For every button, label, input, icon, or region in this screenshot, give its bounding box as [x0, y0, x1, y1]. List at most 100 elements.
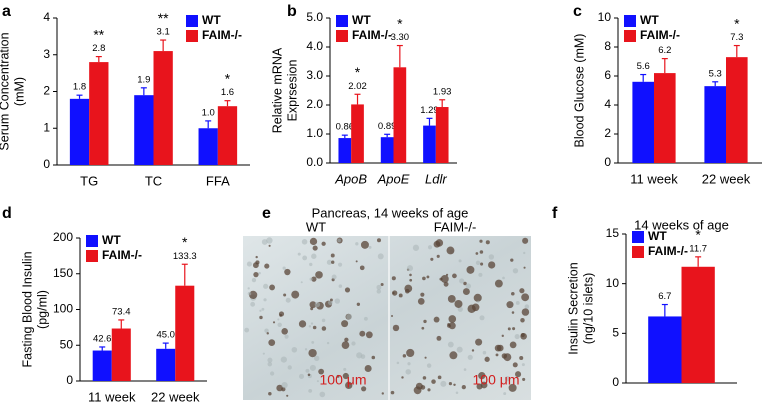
legend-label: WT	[202, 13, 221, 27]
value-label: 3.1	[157, 27, 170, 38]
y-tick-label: 0	[66, 373, 73, 387]
cell	[310, 322, 314, 325]
cell	[246, 261, 252, 267]
cell	[503, 353, 512, 362]
cell	[311, 253, 317, 259]
cell	[496, 344, 504, 352]
cell	[268, 392, 272, 396]
cell	[475, 260, 481, 266]
cell	[261, 239, 268, 245]
right-label: FAIM-/-	[434, 219, 477, 234]
legend-swatch	[86, 235, 98, 247]
cell	[269, 371, 275, 376]
panel-label: a	[2, 3, 11, 20]
cell	[314, 355, 320, 362]
cell	[509, 341, 517, 349]
cell	[471, 303, 480, 312]
bar	[156, 348, 176, 381]
cell	[515, 301, 520, 305]
cell	[495, 353, 499, 357]
cell	[321, 241, 326, 246]
value-label: 6.2	[658, 45, 671, 56]
significance: **	[93, 26, 104, 42]
cell	[409, 273, 412, 277]
cell	[445, 273, 449, 276]
cell	[247, 287, 250, 290]
cell	[479, 239, 483, 243]
value-label: 5.6	[637, 61, 650, 72]
cell	[479, 315, 485, 321]
bar	[380, 137, 394, 163]
cell	[283, 293, 287, 297]
cell	[465, 283, 472, 289]
significance: **	[158, 10, 169, 26]
y-tick-label: 2	[604, 126, 611, 140]
cell	[321, 318, 326, 323]
cell	[381, 392, 384, 395]
y-tick-label: 10	[598, 10, 612, 24]
cell	[447, 323, 451, 326]
cell	[412, 244, 420, 251]
x-tick-label: 11 week	[88, 389, 136, 404]
significance: *	[397, 15, 403, 31]
cell	[443, 281, 449, 287]
x-tick-label: TC	[145, 173, 162, 188]
cell	[321, 326, 327, 331]
cell	[506, 301, 514, 309]
cell	[262, 352, 265, 355]
cell	[336, 374, 340, 378]
y-axis-label: Serum Concentration	[0, 32, 11, 150]
cell	[253, 271, 259, 278]
cell	[471, 349, 475, 352]
cell	[291, 346, 298, 353]
value-label: 6.7	[658, 291, 671, 302]
cell	[355, 242, 359, 246]
x-tick-label: Ldlr	[425, 171, 447, 186]
cell	[448, 315, 457, 323]
cell	[264, 263, 270, 269]
cell	[309, 301, 317, 309]
cell	[503, 392, 507, 396]
cell	[508, 383, 517, 392]
bar	[648, 316, 682, 383]
cell	[284, 268, 291, 276]
cell	[311, 276, 317, 282]
cell	[478, 272, 483, 277]
cell	[456, 346, 463, 353]
bar	[726, 57, 748, 163]
bar	[92, 350, 112, 381]
cell	[402, 354, 407, 358]
cell	[376, 284, 382, 290]
panel-label: c	[573, 3, 582, 20]
cell	[342, 372, 349, 380]
y-tick-label: 5	[612, 326, 619, 340]
legend-label: FAIM-/-	[102, 248, 142, 262]
x-tick-label: 22 week	[151, 389, 200, 404]
x-tick-label: 11 week	[630, 171, 678, 186]
cell	[277, 322, 282, 327]
cell	[401, 376, 404, 379]
cell	[417, 298, 425, 305]
cell	[368, 245, 372, 249]
value-label: 2.8	[92, 43, 105, 54]
y-tick-label: 4.0	[306, 39, 323, 53]
bar	[423, 125, 436, 163]
cell	[309, 277, 313, 281]
value-label: 2.02	[348, 81, 367, 92]
cell	[515, 371, 522, 378]
cell	[461, 384, 466, 390]
chart-title: 14 weeks of age	[634, 217, 729, 232]
cell	[398, 293, 403, 298]
cell	[426, 275, 430, 279]
y-axis-label: Exprsesion	[285, 60, 299, 122]
cell	[457, 306, 463, 312]
cell	[512, 362, 518, 368]
panel-label: b	[287, 3, 297, 20]
cell	[422, 376, 427, 380]
x-tick-label: 22 week	[702, 171, 751, 186]
y-tick-label: 4	[43, 10, 50, 24]
cell	[305, 368, 310, 373]
cell	[494, 279, 503, 288]
cell	[440, 380, 447, 387]
